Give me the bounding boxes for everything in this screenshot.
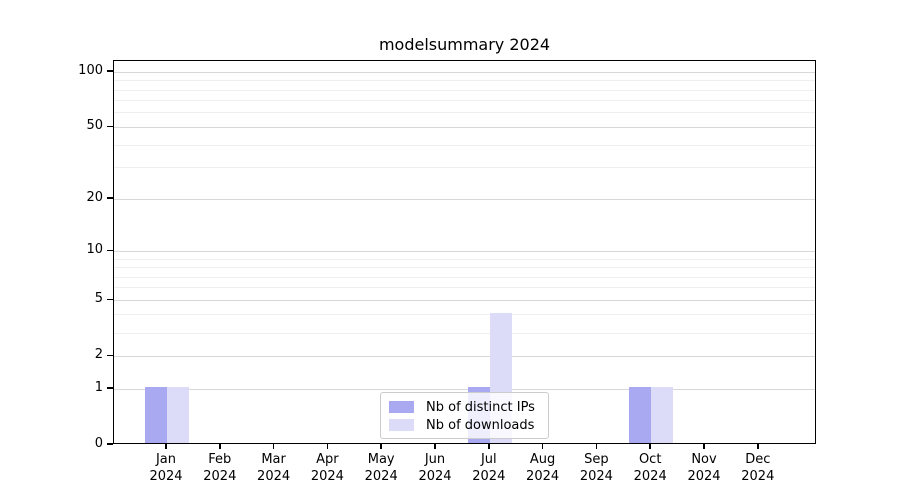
- gridline-minor: [114, 332, 815, 334]
- y-tick-mark: [107, 443, 113, 445]
- y-tick-mark: [107, 125, 113, 128]
- x-tick-mark: [488, 444, 490, 449]
- x-tick-label: Oct 2024: [633, 452, 667, 484]
- x-tick-label: Jul 2024: [472, 452, 506, 484]
- bar-distinct-ips: [629, 387, 652, 443]
- legend-swatch: [389, 401, 414, 413]
- x-tick-mark: [703, 444, 705, 449]
- legend-label: Nb of distinct IPs: [426, 399, 535, 415]
- y-tick-mark: [107, 298, 113, 300]
- x-tick-mark: [757, 444, 759, 449]
- x-tick-mark: [595, 444, 598, 449]
- x-tick-mark: [541, 444, 544, 449]
- gridline-minor: [114, 112, 815, 114]
- x-tick-label: Aug 2024: [526, 452, 560, 484]
- gridline-minor: [114, 167, 815, 169]
- x-tick-label: Nov 2024: [687, 452, 721, 484]
- x-tick-label: May 2024: [364, 452, 398, 484]
- plot-area: Nb of distinct IPs Nb of downloads: [113, 60, 816, 444]
- x-tick-mark: [380, 444, 382, 449]
- gridline-minor: [114, 314, 815, 316]
- x-tick-label: Apr 2024: [310, 452, 344, 484]
- bar-downloads: [651, 387, 674, 443]
- x-tick-label: Feb 2024: [203, 452, 237, 484]
- gridline-minor: [114, 287, 815, 289]
- y-tick-label: 100: [78, 63, 103, 79]
- x-tick-mark: [219, 444, 221, 449]
- y-tick-mark: [107, 249, 113, 252]
- y-tick-label: 20: [86, 190, 103, 206]
- x-tick-label: Jan 2024: [149, 452, 183, 484]
- bar-downloads: [167, 387, 189, 443]
- gridline-major: [114, 71, 815, 73]
- x-tick-label: Jun 2024: [418, 452, 452, 484]
- gridline-minor: [114, 258, 815, 260]
- gridline-minor: [114, 100, 815, 102]
- bar-distinct-ips: [145, 387, 167, 443]
- chart-title: modelsummary 2024: [378, 35, 551, 54]
- legend-item: Nb of distinct IPs: [389, 398, 540, 416]
- x-tick-mark: [326, 444, 329, 449]
- y-tick-label: 5: [94, 291, 103, 307]
- gridline-minor: [114, 276, 815, 278]
- y-tick-label: 50: [86, 118, 103, 134]
- gridline-major: [114, 126, 815, 128]
- x-tick-label: Sep 2024: [579, 452, 613, 484]
- x-tick-mark: [434, 444, 436, 449]
- x-tick-mark: [165, 444, 167, 449]
- y-tick-mark: [107, 354, 113, 356]
- gridline-minor: [114, 80, 815, 82]
- x-tick-mark: [649, 444, 651, 449]
- y-tick-mark: [107, 70, 113, 72]
- x-tick-mark: [272, 444, 275, 449]
- gridline-major: [114, 388, 815, 390]
- gridline-major: [114, 355, 815, 357]
- gridline-minor: [114, 89, 815, 91]
- gridline-minor: [114, 267, 815, 268]
- legend: Nb of distinct IPs Nb of downloads: [380, 392, 549, 439]
- y-tick-label: 10: [86, 242, 103, 258]
- y-tick-mark: [107, 387, 113, 389]
- x-tick-label: Dec 2024: [741, 452, 775, 484]
- gridline-major: [114, 299, 815, 301]
- y-tick-label: 2: [94, 347, 103, 363]
- legend-item: Nb of downloads: [389, 416, 540, 434]
- legend-label: Nb of downloads: [426, 417, 535, 433]
- y-tick-mark: [107, 197, 113, 199]
- y-tick-label: 0: [94, 436, 103, 451]
- gridline-major: [114, 250, 815, 252]
- gridline-minor: [114, 144, 815, 146]
- y-tick-label: 1: [94, 380, 103, 395]
- gridline-major: [114, 198, 815, 200]
- legend-swatch: [389, 419, 414, 431]
- x-tick-label: Mar 2024: [257, 452, 291, 484]
